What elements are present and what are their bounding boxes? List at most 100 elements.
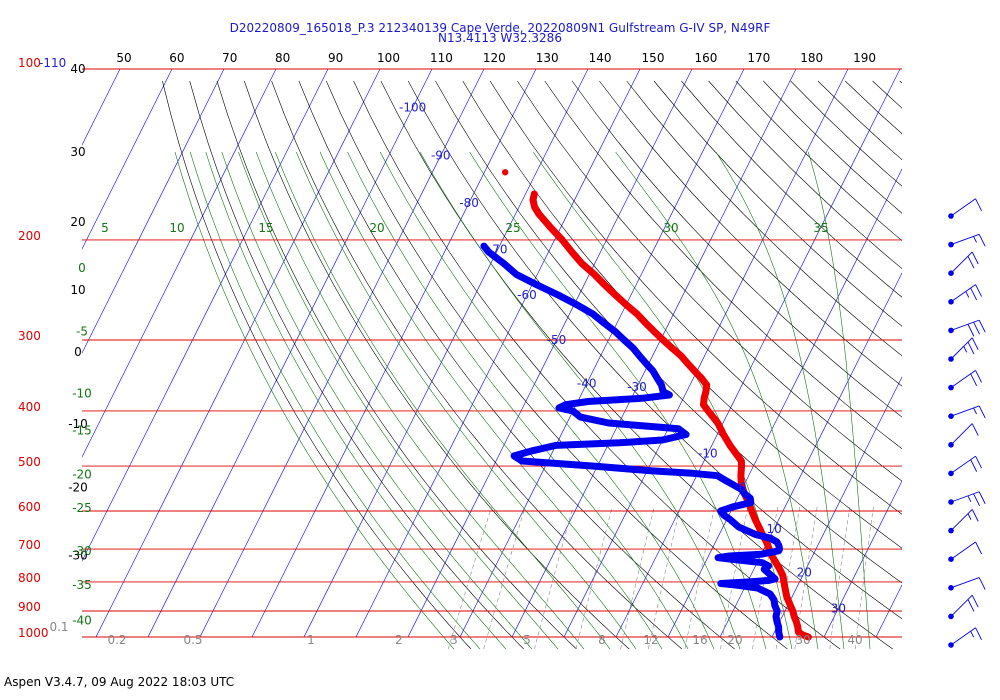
moist-adiabat-line: [419, 151, 741, 650]
moist-adiabat-label: 15: [258, 221, 273, 235]
wind-barb: [948, 627, 982, 648]
mixing-ratio-label: 5: [523, 633, 531, 647]
dry-adiabat-line: [763, 80, 902, 214]
top-axis-label: 130: [536, 51, 559, 65]
pressure-label-100: 100: [18, 56, 41, 70]
dry-adiabat-line: [927, 81, 1000, 649]
moist-adiabat-label: 5: [101, 221, 109, 235]
isotherm-line: [771, 376, 902, 638]
top-axis-label: 140: [589, 51, 612, 65]
pressure-label-800: 800: [18, 571, 41, 585]
footer-version: Aspen V3.4.7, 09 Aug 2022 18:03 UTC: [4, 675, 235, 689]
mixing-ratio-line: [534, 506, 574, 650]
dry-adiabat-line: [844, 80, 902, 135]
background-lines: [82, 68, 1000, 650]
dry-adiabat-line: [189, 80, 524, 650]
wind-barb: [948, 594, 979, 620]
isotherm-line: [511, 68, 797, 638]
mixing-ratio-line: [775, 506, 801, 650]
moist-adiabat-line: [238, 151, 559, 650]
moist-adiabat-line: [807, 151, 871, 650]
mixing-ratio-label: 0.1: [49, 620, 68, 634]
moist-adiabat-line: [532, 151, 793, 650]
isotherm-line: [459, 68, 745, 638]
top-axis-label: 190: [853, 51, 876, 65]
isotherm-label: -70: [488, 243, 508, 257]
isotherm-label: -30: [627, 380, 647, 394]
isotherm-line: [563, 68, 849, 638]
dry-adiabat-line: [817, 80, 902, 161]
moist-adiabat-line: [296, 151, 637, 650]
moist-adiabat-left-label: 0: [78, 261, 86, 275]
moist-adiabat-left-label: -35: [72, 578, 92, 592]
moist-adiabat-line: [255, 151, 585, 650]
dry-adiabat-line: [571, 80, 902, 418]
mixing-ratio-label: 16: [692, 633, 707, 647]
top-axis-label: 50: [116, 51, 131, 65]
moist-adiabat-line: [190, 151, 481, 650]
wind-barb: [948, 198, 982, 219]
mixing-ratio-label: 30: [795, 633, 810, 647]
wind-barb: [948, 491, 986, 506]
isotherm-line: [82, 68, 225, 354]
moist-adiabat-label: 10: [169, 221, 184, 235]
isotherm-line: [875, 584, 902, 638]
top-axis-label: 100: [377, 51, 400, 65]
moist-adiabat-line: [615, 151, 819, 650]
altitude-label: 40: [70, 62, 85, 76]
isotherm-line: [147, 68, 433, 638]
mixing-ratio-label: 8: [598, 633, 606, 647]
dry-adiabat-line: [407, 80, 902, 620]
isotherm-line: [95, 68, 381, 638]
wind-barb: [948, 370, 982, 391]
isotherm-label: -60: [517, 288, 537, 302]
moist-adiabat-label: 20: [369, 221, 384, 235]
moist-adiabat-line: [347, 151, 689, 650]
top-axis-label: 170: [747, 51, 770, 65]
mixing-ratio-label: 0.2: [107, 633, 126, 647]
dry-adiabat-line: [626, 80, 902, 357]
mixing-ratio-line: [575, 506, 613, 650]
wind-barb: [948, 577, 986, 591]
pressure-label-600: 600: [18, 500, 41, 514]
moist-adiabat-label: 30: [663, 221, 678, 235]
mixing-ratio-line: [829, 506, 851, 650]
isotherm-label: -80: [459, 196, 479, 210]
altitude-label: 10: [70, 283, 85, 297]
altitude-label: 20: [70, 215, 85, 229]
wind-barb: [948, 405, 986, 420]
mixing-ratio-line: [620, 506, 655, 650]
mixing-ratio-label: 40: [847, 633, 862, 647]
top-axis-label: 70: [222, 51, 237, 65]
moist-adiabat-line: [275, 151, 611, 650]
mixing-ratio-line: [648, 506, 681, 650]
pressure-label-500: 500: [18, 455, 41, 469]
moist-adiabat-label: 25: [505, 221, 520, 235]
wind-barbs: [948, 198, 986, 648]
dry-adiabat-line: [489, 80, 902, 515]
mixing-ratio-label: 2: [395, 633, 403, 647]
wind-barb: [948, 541, 982, 562]
isotherm-line: [928, 69, 1000, 637]
pressure-label-100-isotherm: -110: [39, 56, 66, 70]
top-axis-label: 90: [328, 51, 343, 65]
moist-adiabat-left-label: -30: [72, 544, 92, 558]
moist-adiabat-left-label: -25: [72, 501, 92, 515]
top-axis-label: 150: [642, 51, 665, 65]
pressure-label-300: 300: [18, 329, 41, 343]
isotherm-line: [251, 68, 537, 638]
moist-adiabat-line: [469, 151, 767, 650]
isotherm-line: [199, 68, 485, 638]
altitude-label: -20: [68, 480, 88, 494]
mixing-ratio-line: [684, 506, 715, 650]
moist-adiabat-left-label: -20: [72, 467, 92, 481]
moist-adiabat-line: [715, 151, 845, 650]
wind-barb: [948, 284, 982, 305]
dry-adiabat-line: [326, 80, 788, 650]
dry-adiabat-line: [380, 80, 893, 650]
isotherm-label: 30: [831, 601, 846, 615]
altitude-label: 0: [74, 345, 82, 359]
wind-barb: [948, 423, 979, 448]
isotherm-line: [303, 68, 589, 638]
